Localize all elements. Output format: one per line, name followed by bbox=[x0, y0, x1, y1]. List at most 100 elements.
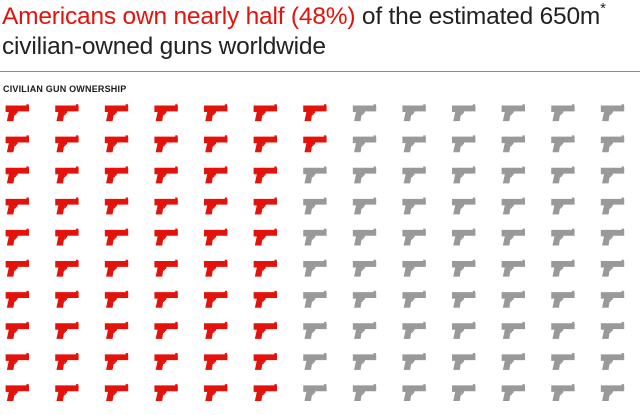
pistol-icon-rest-of-world bbox=[550, 103, 576, 122]
pistol-icon-americans bbox=[5, 197, 30, 215]
pistol-icon-rest-of-world bbox=[451, 259, 476, 278]
pistol-icon-rest-of-world bbox=[451, 352, 476, 371]
pistol-icon-americans bbox=[203, 290, 228, 309]
pistol-icon-americans bbox=[104, 103, 129, 122]
pistol-icon-americans bbox=[253, 259, 278, 278]
pistol-icon-rest-of-world bbox=[401, 165, 427, 184]
pistol-icon-rest-of-world bbox=[550, 352, 576, 371]
pistol-icon-rest-of-world bbox=[550, 383, 576, 402]
pistol-icon-rest-of-world bbox=[302, 197, 328, 215]
divider-rule bbox=[0, 71, 640, 72]
pistol-icon-americans bbox=[5, 228, 30, 246]
pistol-icon-rest-of-world bbox=[352, 290, 377, 309]
pistol-icon-rest-of-world bbox=[501, 103, 526, 122]
pistol-icon-americans bbox=[5, 352, 30, 371]
pistol-icon-rest-of-world bbox=[302, 259, 328, 278]
section-label: CIVILIAN GUN OWNERSHIP bbox=[3, 84, 127, 94]
pistol-icon-americans bbox=[203, 321, 228, 340]
pistol-icon-americans bbox=[203, 103, 228, 122]
pistol-icon-rest-of-world bbox=[401, 259, 427, 278]
pistol-icon-americans bbox=[54, 383, 80, 402]
pistol-icon-americans bbox=[54, 197, 80, 215]
pistol-icon-rest-of-world bbox=[302, 321, 328, 340]
pistol-icon-americans bbox=[104, 383, 129, 402]
pistol-icon-rest-of-world bbox=[451, 134, 476, 153]
headline: Americans own nearly half (48%) of the e… bbox=[2, 1, 638, 62]
headline-line2: civilian-owned guns worldwide bbox=[2, 33, 326, 60]
pistol-icon-rest-of-world bbox=[401, 352, 427, 371]
pistol-icon-rest-of-world bbox=[451, 290, 476, 309]
pistol-icon-americans bbox=[5, 259, 30, 278]
pistol-icon-rest-of-world bbox=[501, 321, 526, 340]
pistol-icon-americans bbox=[54, 134, 80, 153]
pistol-icon-americans bbox=[253, 134, 278, 153]
pistol-icon-rest-of-world bbox=[501, 228, 526, 246]
pistol-icon-americans bbox=[253, 352, 278, 371]
pistol-icon-americans bbox=[203, 197, 228, 215]
pistol-icon-americans bbox=[203, 228, 228, 246]
pistol-icon-rest-of-world bbox=[550, 134, 576, 153]
pistol-icon-rest-of-world bbox=[550, 228, 576, 246]
pistol-icon-americans bbox=[5, 103, 30, 122]
pistol-icon-americans bbox=[153, 165, 179, 184]
pistol-icon-rest-of-world bbox=[501, 290, 526, 309]
pistol-icon-rest-of-world bbox=[600, 383, 625, 402]
pistol-icon-americans bbox=[253, 165, 278, 184]
pistol-icon-americans bbox=[253, 321, 278, 340]
pistol-icon-rest-of-world bbox=[401, 228, 427, 246]
pistol-icon-rest-of-world bbox=[302, 165, 328, 184]
pistol-icon-americans bbox=[104, 259, 129, 278]
pistol-icon-rest-of-world bbox=[600, 134, 625, 153]
pistol-icon-rest-of-world bbox=[352, 103, 377, 122]
pistol-icon-rest-of-world bbox=[401, 290, 427, 309]
pistol-icon-americans bbox=[104, 352, 129, 371]
pistol-icon-americans bbox=[153, 290, 179, 309]
pistol-icon-americans bbox=[5, 383, 30, 402]
pistol-icon-americans bbox=[253, 103, 278, 122]
pistol-icon-rest-of-world bbox=[600, 259, 625, 278]
pistol-icon-rest-of-world bbox=[302, 228, 328, 246]
pistol-icon-rest-of-world bbox=[352, 165, 377, 184]
pistol-icon-rest-of-world bbox=[302, 352, 328, 371]
pistol-icon-americans bbox=[153, 259, 179, 278]
pistol-icon-americans bbox=[153, 352, 179, 371]
pistol-icon-rest-of-world bbox=[352, 352, 377, 371]
pistol-icon-rest-of-world bbox=[451, 321, 476, 340]
pistol-icon-americans bbox=[54, 290, 80, 309]
pistol-icon-rest-of-world bbox=[401, 321, 427, 340]
pistol-icon-americans bbox=[54, 259, 80, 278]
pistol-icon-americans bbox=[5, 321, 30, 340]
pistol-icon-rest-of-world bbox=[600, 228, 625, 246]
pistol-icon-rest-of-world bbox=[352, 197, 377, 215]
pistol-icon-rest-of-world bbox=[451, 103, 476, 122]
pistol-icon-americans bbox=[104, 290, 129, 309]
pistol-icon-americans bbox=[302, 134, 328, 153]
pistol-icon-rest-of-world bbox=[352, 228, 377, 246]
pistol-icon-rest-of-world bbox=[401, 134, 427, 153]
pistol-icon-americans bbox=[253, 290, 278, 309]
pistol-icon-americans bbox=[104, 197, 129, 215]
pistol-icon-rest-of-world bbox=[352, 383, 377, 402]
pistol-icon-rest-of-world bbox=[352, 321, 377, 340]
pistol-icon-americans bbox=[104, 165, 129, 184]
pistol-icon-americans bbox=[203, 352, 228, 371]
headline-rest: of the estimated 650m bbox=[355, 3, 601, 30]
pistol-icon-rest-of-world bbox=[501, 165, 526, 184]
pistol-icon-rest-of-world bbox=[352, 259, 377, 278]
pistol-icon-rest-of-world bbox=[501, 259, 526, 278]
pistol-icon-americans bbox=[203, 383, 228, 402]
pistol-icon-americans bbox=[253, 197, 278, 215]
pistol-icon-rest-of-world bbox=[600, 165, 625, 184]
pistol-icon-americans bbox=[54, 103, 80, 122]
pistol-icon-rest-of-world bbox=[401, 103, 427, 122]
pistol-icon-americans bbox=[104, 228, 129, 246]
pistol-icon-americans bbox=[203, 165, 228, 184]
pistol-icon-rest-of-world bbox=[550, 321, 576, 340]
pistol-icon-americans bbox=[54, 352, 80, 371]
pistol-icon-americans bbox=[5, 165, 30, 184]
pistol-icon-americans bbox=[203, 134, 228, 153]
pistol-icon-americans bbox=[153, 134, 179, 153]
gun-pictogram bbox=[5, 103, 625, 402]
pistol-icon-rest-of-world bbox=[302, 383, 328, 402]
pistol-icon-rest-of-world bbox=[600, 321, 625, 340]
